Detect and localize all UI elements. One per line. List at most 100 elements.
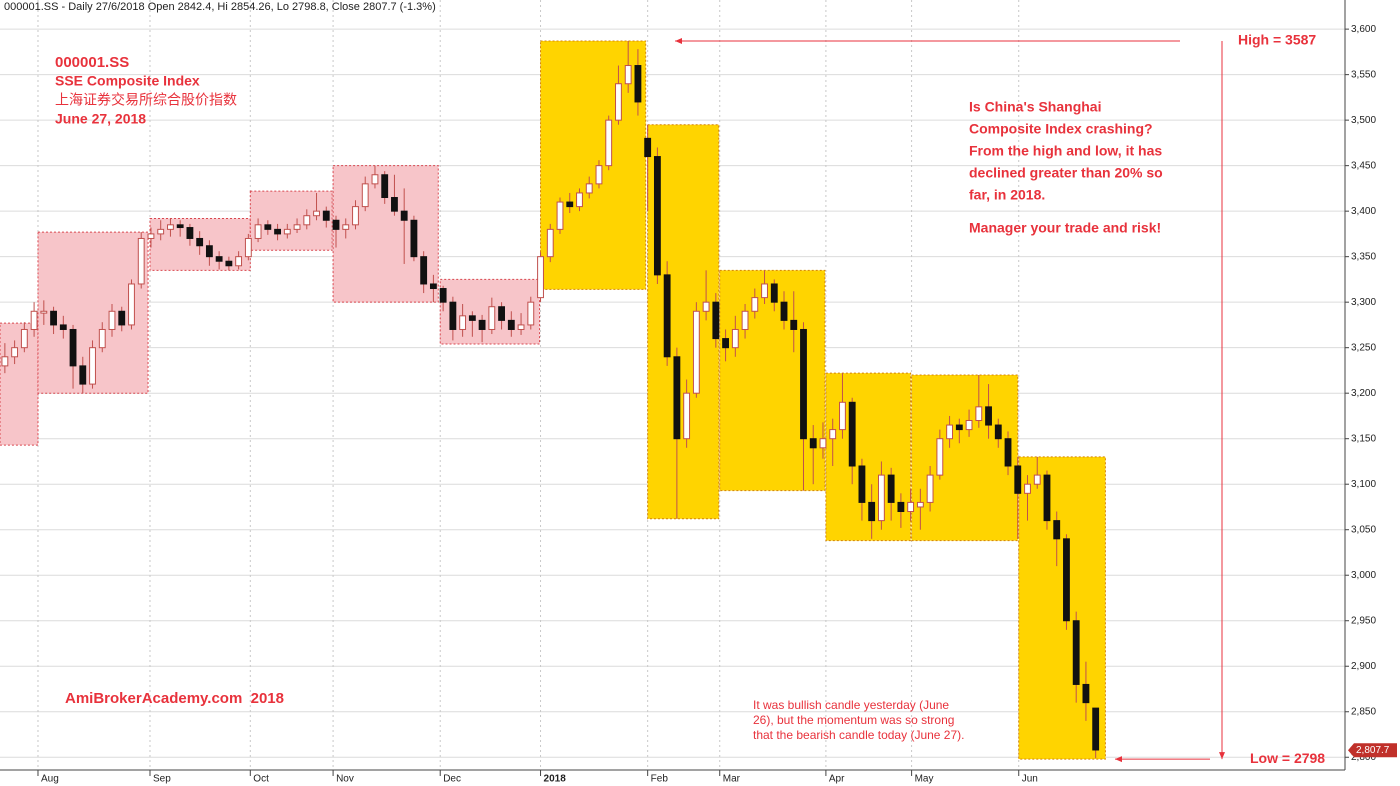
candle-body [69,328,77,367]
y-tick-label: 3,100 [1351,479,1376,490]
candle-body [644,137,652,158]
candles [1,40,1100,759]
candle-body [264,224,272,230]
candle-body [770,283,778,303]
candle-body [40,310,48,314]
candle-body [293,224,301,230]
candle-body [946,424,954,440]
right-note: Manager your trade and risk! [969,220,1161,236]
x-tick-label: Jun [1022,774,1038,785]
y-tick-label: 3,550 [1351,69,1376,80]
left-note: SSE Composite Index [55,73,200,89]
candle-body [303,215,311,226]
candle-body [361,183,369,208]
x-tick-label: Nov [336,774,354,785]
candle-body [556,201,564,230]
candle-body [595,165,603,185]
candle-body [585,183,593,194]
candle-body [313,210,320,217]
y-tick-label: 3,000 [1351,570,1376,581]
candle-body [147,233,155,239]
candle-body [478,319,486,330]
candle-body [50,310,57,326]
candle-body [985,406,992,426]
high-label: High = 3587 [1238,32,1316,48]
candle-body [352,206,359,226]
x-tick-label: Mar [723,774,741,785]
candle-body [488,306,496,330]
candle-body [692,310,700,394]
y-tick-label: 3,050 [1351,524,1376,535]
candle-body [186,227,194,239]
candle-body [605,119,613,167]
candle-body [576,192,583,208]
y-tick-label: 3,450 [1351,160,1376,171]
y-tick-label: 2,850 [1351,706,1376,717]
month-range-box [911,374,1019,542]
bottom-note: 26), but the momentum was so strong [753,713,954,727]
candle-body [848,401,856,467]
candle-body [420,256,428,285]
month-boxes [0,40,1106,760]
candle-body [1072,620,1080,685]
candle-body [868,501,876,522]
candle-body [507,319,515,330]
candle-body [391,197,398,212]
left-note: 上海证券交易所综合股价指数 [55,92,237,108]
candle-body [459,315,467,330]
candle-body [274,228,281,235]
right-note: declined greater than 20% so [969,165,1163,181]
x-tick-label: Apr [829,774,845,785]
candle-body [59,324,67,330]
candle-body [731,328,739,349]
candle-body [79,365,87,385]
y-tick-label: 2,950 [1351,615,1376,626]
candle-body [108,310,116,330]
y-tick-label: 3,250 [1351,342,1376,353]
candle-body [400,210,408,221]
candle-body [1024,483,1031,494]
candle-body [225,260,233,267]
candle-body [926,474,934,503]
candle-body [566,201,574,208]
last-price-tag [1348,743,1397,758]
candle-body [439,288,447,303]
candle-body [1082,683,1090,704]
y-tick-label: 3,200 [1351,388,1376,399]
candle-body [89,347,96,385]
candle-body [673,356,681,440]
candle-body [634,65,642,103]
y-tick-label: 2,800 [1351,752,1376,763]
left-note: 000001.SS [55,54,129,71]
candle-body [1004,438,1012,467]
watermark: AmiBrokerAcademy.com 2018 [65,690,284,707]
y-tick-label: 3,600 [1351,24,1376,35]
right-note: Is China's Shanghai [969,99,1101,115]
candle-body [1014,465,1022,494]
y-tick-label: 3,350 [1351,251,1376,262]
candle-body [498,306,505,321]
candle-body [751,297,759,312]
candle-body [283,228,291,235]
right-note: From the high and low, it has [969,143,1162,159]
candle-body [527,301,535,326]
candle-body [653,156,661,276]
candle-body [235,256,243,267]
x-tick-label: Feb [651,774,669,785]
candle-body [537,256,544,299]
candle-body [1033,474,1041,485]
candle-body [1043,474,1051,522]
candle-body [118,310,126,326]
candle-body [712,301,720,340]
candle-body [429,283,437,290]
candle-body [741,310,749,330]
candle-body [702,301,710,312]
candle-body [215,256,223,262]
month-range-box [719,269,826,492]
candle-body [683,392,691,440]
candle-body [994,424,1002,440]
right-note: Composite Index crashing? [969,121,1153,137]
candle-body [1063,538,1070,622]
